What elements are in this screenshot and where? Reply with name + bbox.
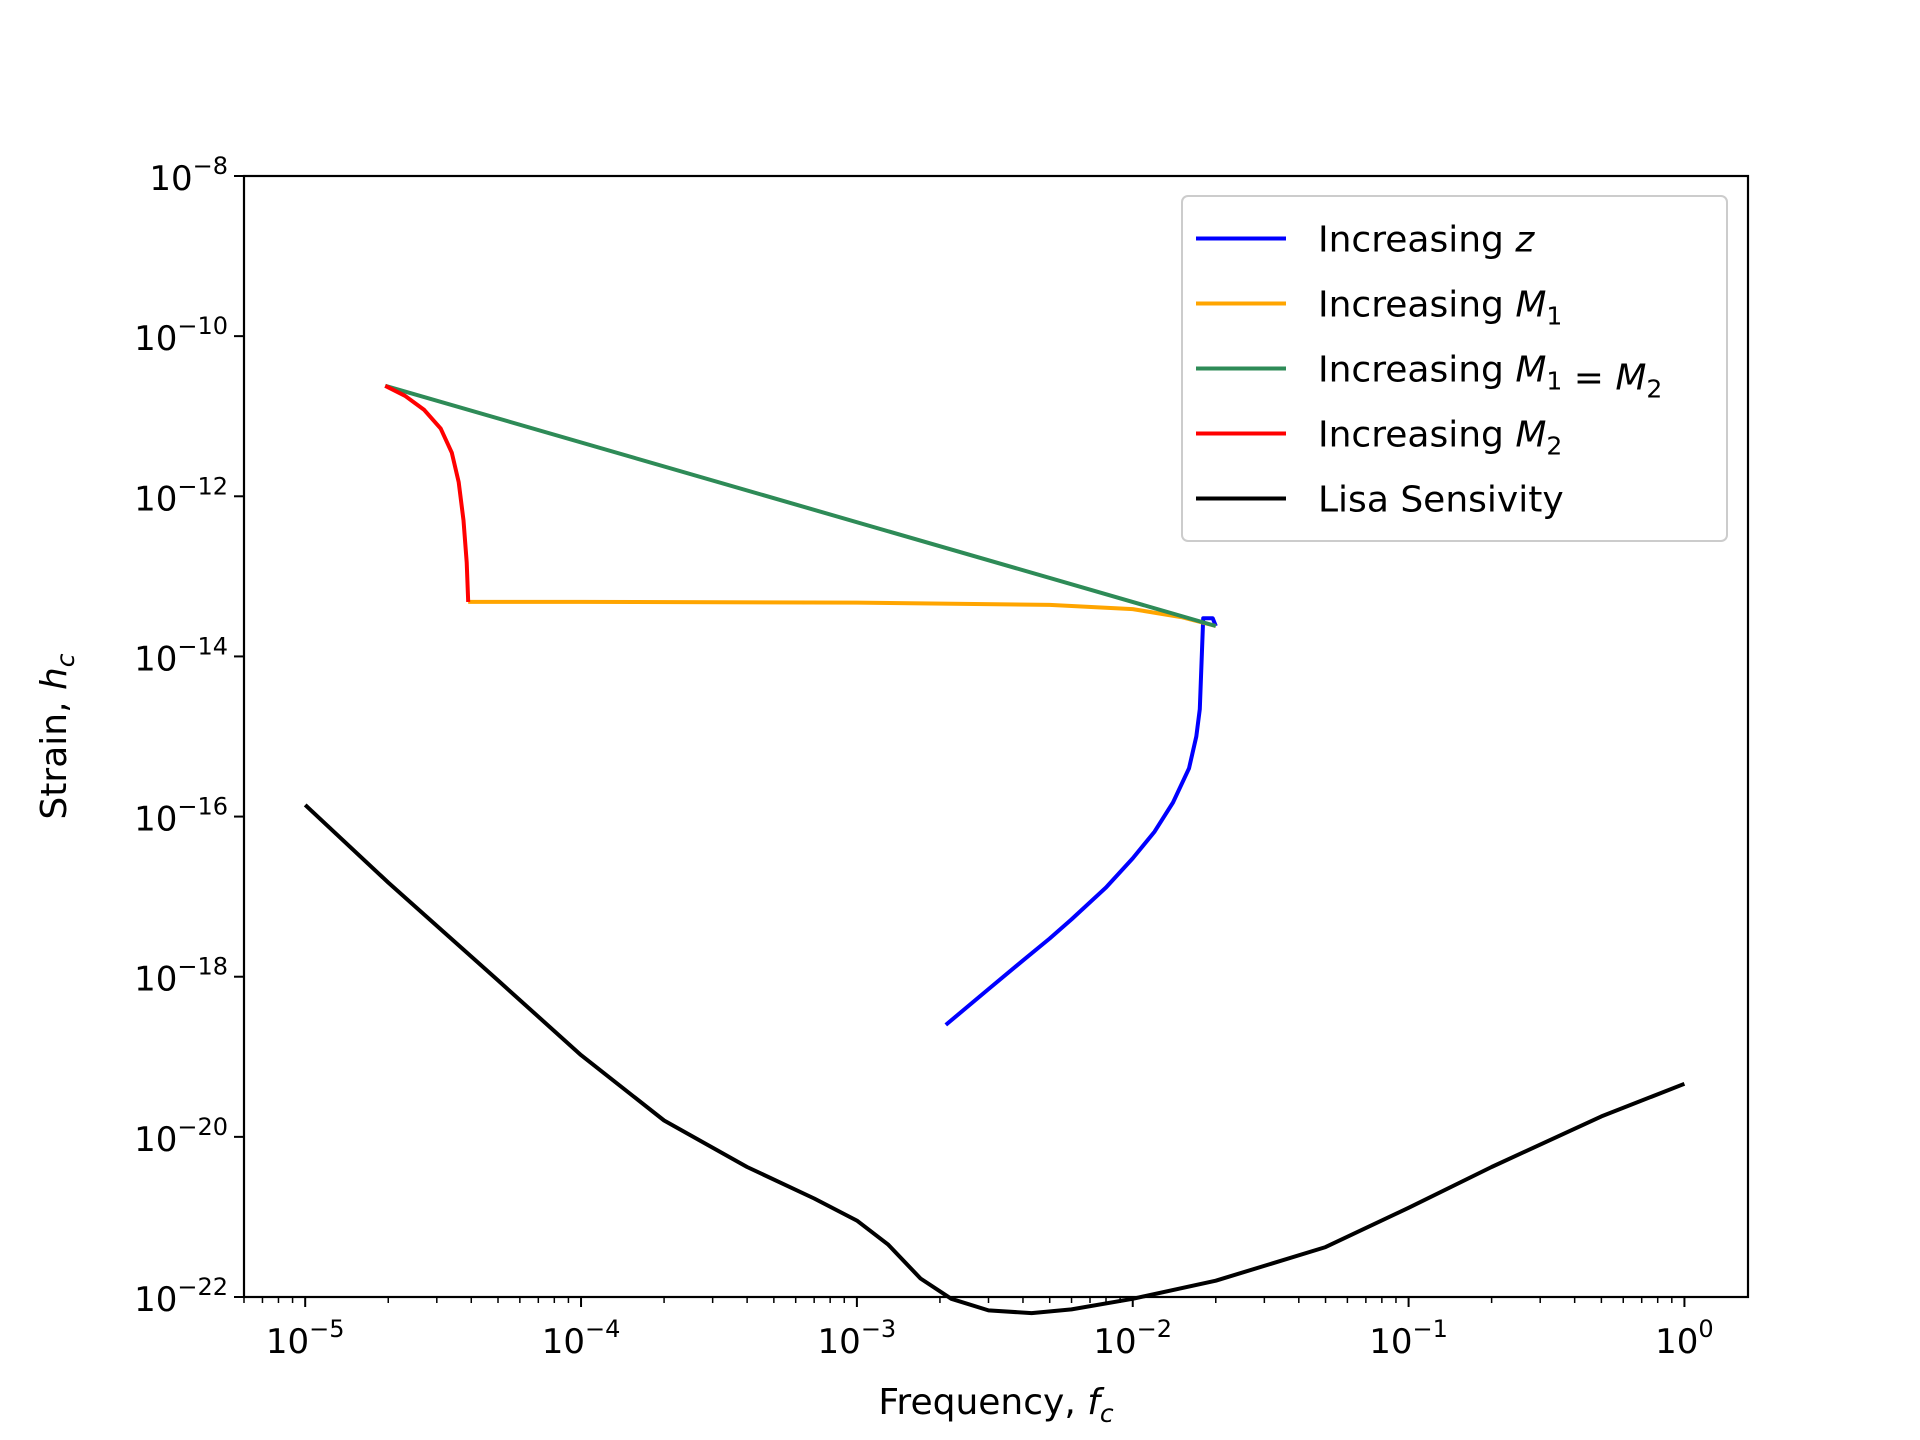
- x-tick-label: 10−1: [1369, 1315, 1448, 1362]
- y-tick-label: 10−22: [134, 1273, 228, 1320]
- legend-label-3: Increasing M2: [1318, 415, 1562, 461]
- y-tick-label: 10−20: [134, 1113, 228, 1160]
- y-axis-ticks: 10−8 10−10 10−12 10−14 10−16 10−18 10−20 10−22: [134, 152, 244, 1320]
- legend-label-4: Lisa Sensivity: [1318, 480, 1564, 521]
- y-axis-label: Strain, hc: [34, 653, 80, 819]
- y-tick-label: 10−16: [134, 793, 228, 840]
- x-tick-label: 100: [1655, 1315, 1714, 1362]
- x-tick-label: 10−5: [266, 1315, 345, 1362]
- plot-frame: [242, 174, 1750, 1299]
- x-axis-label: Frequency, fc: [878, 1382, 1114, 1428]
- y-tick-label: 10−12: [134, 472, 228, 519]
- y-tick-label: 10−10: [134, 312, 228, 359]
- legend: Increasing z Increasing M1 Increasing M1 =…: [1181, 195, 1728, 542]
- x-axis-ticks: 10−5 10−4 10−3 10−2 10−1 100: [243, 1297, 1714, 1362]
- x-tick-label: 10−4: [542, 1315, 621, 1362]
- series-layer: [303, 383, 1686, 1316]
- y-tick-label: 10−8: [149, 152, 228, 199]
- x-tick-label: 10−3: [818, 1315, 897, 1362]
- series-line-4: [303, 803, 1686, 1316]
- legend-box: [1181, 195, 1728, 542]
- legend-label-0: Increasing z: [1318, 220, 1535, 261]
- series-line-3: [384, 384, 471, 602]
- legend-label-2: Increasing M1 = M2: [1318, 350, 1662, 404]
- series-line-2: [384, 383, 1217, 628]
- series-line-0: [944, 616, 1218, 1027]
- y-tick-label: 10−14: [134, 632, 228, 679]
- y-tick-label: 10−18: [134, 953, 228, 1000]
- legend-label-1: Increasing M1: [1318, 285, 1562, 331]
- x-tick-label: 10−2: [1093, 1315, 1172, 1362]
